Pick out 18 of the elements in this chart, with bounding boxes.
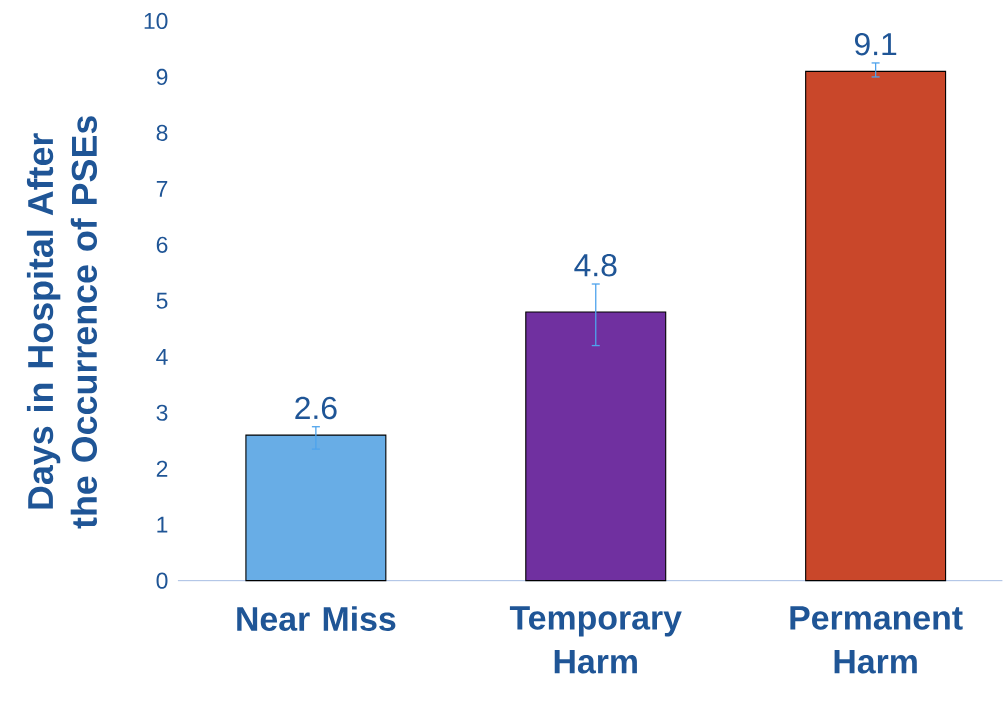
y-tick-label: 2 [156, 460, 168, 477]
x-tick-label: Temporary Harm [509, 606, 682, 674]
x-tick-label: Near Miss [237, 606, 396, 632]
data-label: 9.1 [854, 33, 897, 56]
y-axis-title: Days in Hospital After the Occurrence of PSEs [26, 116, 98, 529]
y-tick-label: 0 [156, 572, 168, 589]
data-label: 2.6 [295, 396, 337, 420]
y-tick-label: 7 [156, 181, 168, 197]
y-tick-label: 1 [157, 517, 168, 533]
data-label: 4.8 [574, 254, 617, 277]
x-tick-label: Permanent Harm [790, 606, 963, 674]
y-tick-label: 6 [156, 236, 168, 254]
y-tick-label: 10 [144, 13, 168, 30]
y-tick-label: 4 [156, 349, 168, 365]
y-tick-label: 9 [156, 69, 168, 86]
y-tick-label: 8 [156, 125, 168, 142]
y-tick-label: 3 [156, 404, 168, 422]
y-tick-label: 5 [156, 293, 168, 309]
